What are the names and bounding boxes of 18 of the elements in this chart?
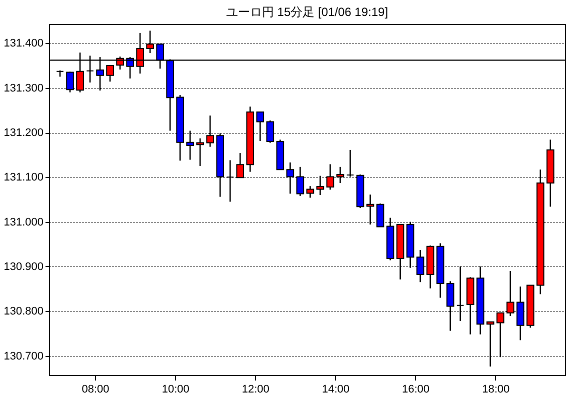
y-tick-label: 131.400 xyxy=(4,38,44,50)
x-tick-label: 18:00 xyxy=(482,384,510,396)
x-tick-label: 08:00 xyxy=(82,384,110,396)
x-tick-label: 12:00 xyxy=(242,384,270,396)
x-tick-label: 16:00 xyxy=(402,384,430,396)
y-tick-label: 130.900 xyxy=(4,260,44,273)
y-tick-label: 130.700 xyxy=(4,350,44,362)
x-tick-label: 14:00 xyxy=(322,384,350,396)
candlestick xyxy=(106,64,114,82)
candlestick xyxy=(306,185,314,198)
y-tick-label: 131.000 xyxy=(4,216,44,228)
y-tick-label: 131.300 xyxy=(4,82,44,94)
candlestick xyxy=(196,138,204,167)
y-tick-label: 130.800 xyxy=(4,306,44,318)
x-tick-label: 10:00 xyxy=(162,384,190,396)
chart-title: ユーロ円 15分足 [01/06 19:19] xyxy=(226,5,388,19)
y-tick-label: 131.100 xyxy=(4,172,44,184)
y-tick-label: 131.200 xyxy=(4,127,44,140)
